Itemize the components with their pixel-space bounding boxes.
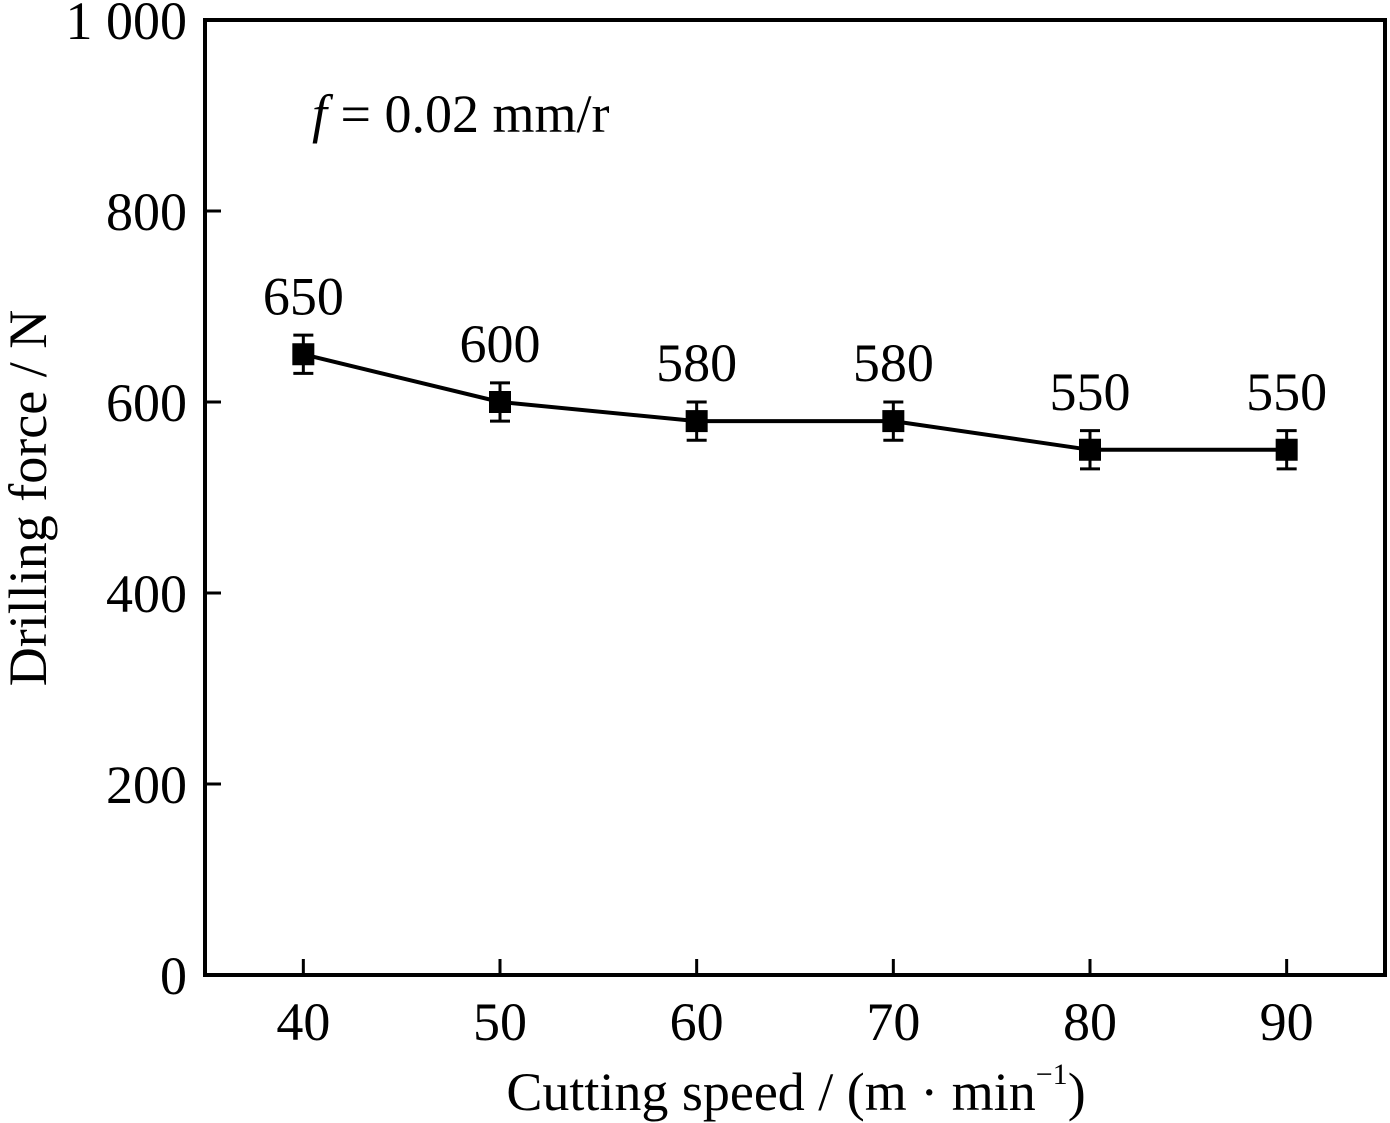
y-tick-label-400: 400 [106,564,187,624]
y-tick-label-600: 600 [106,373,187,433]
data-label-50: 600 [460,314,541,374]
x-axis-title: Cutting speed / (m · min−1) [506,1058,1085,1122]
series-line [302,352,1287,452]
plot-area: 0 200 400 600 800 1 000 40 50 60 70 80 90 650 600 580 5… [66,0,1387,1052]
x-tick-label-80: 80 [1063,992,1117,1052]
data-label-40: 650 [263,266,344,326]
data-point-80 [1079,438,1101,461]
plot-frame [203,18,1387,977]
data-point-50 [489,391,511,413]
y-tick-label-1000: 1 000 [66,0,188,51]
data-label-80: 550 [1050,362,1131,422]
data-point-60 [685,410,708,433]
x-tick-label-70: 70 [866,992,920,1052]
y-tick-label-200: 200 [106,755,187,815]
x-tick-label-90: 90 [1260,992,1314,1052]
data-point-70 [882,410,905,433]
data-label-70: 580 [853,333,934,393]
y-tick-label-800: 800 [106,182,187,242]
y-tick-label-0: 0 [160,946,187,1006]
data-point-90 [1275,438,1298,461]
x-axis-title-superscript: −1 [1036,1058,1068,1091]
data-label-60: 580 [656,333,737,393]
x-tick-label-50: 50 [473,992,527,1052]
x-tick-label-60: 60 [670,992,724,1052]
x-tick-label-40: 40 [276,992,330,1052]
feed-rate-annotation: f = 0.02 mm/r [312,84,609,144]
x-axis-title-main: Cutting speed / (m · min [506,1062,1035,1122]
feed-value: = 0.02 mm/r [327,84,609,144]
data-label-90: 550 [1246,362,1327,422]
y-axis-title: Drilling force / N [0,310,58,686]
data-point-40 [292,343,315,366]
x-axis-title-close: ) [1068,1062,1086,1122]
